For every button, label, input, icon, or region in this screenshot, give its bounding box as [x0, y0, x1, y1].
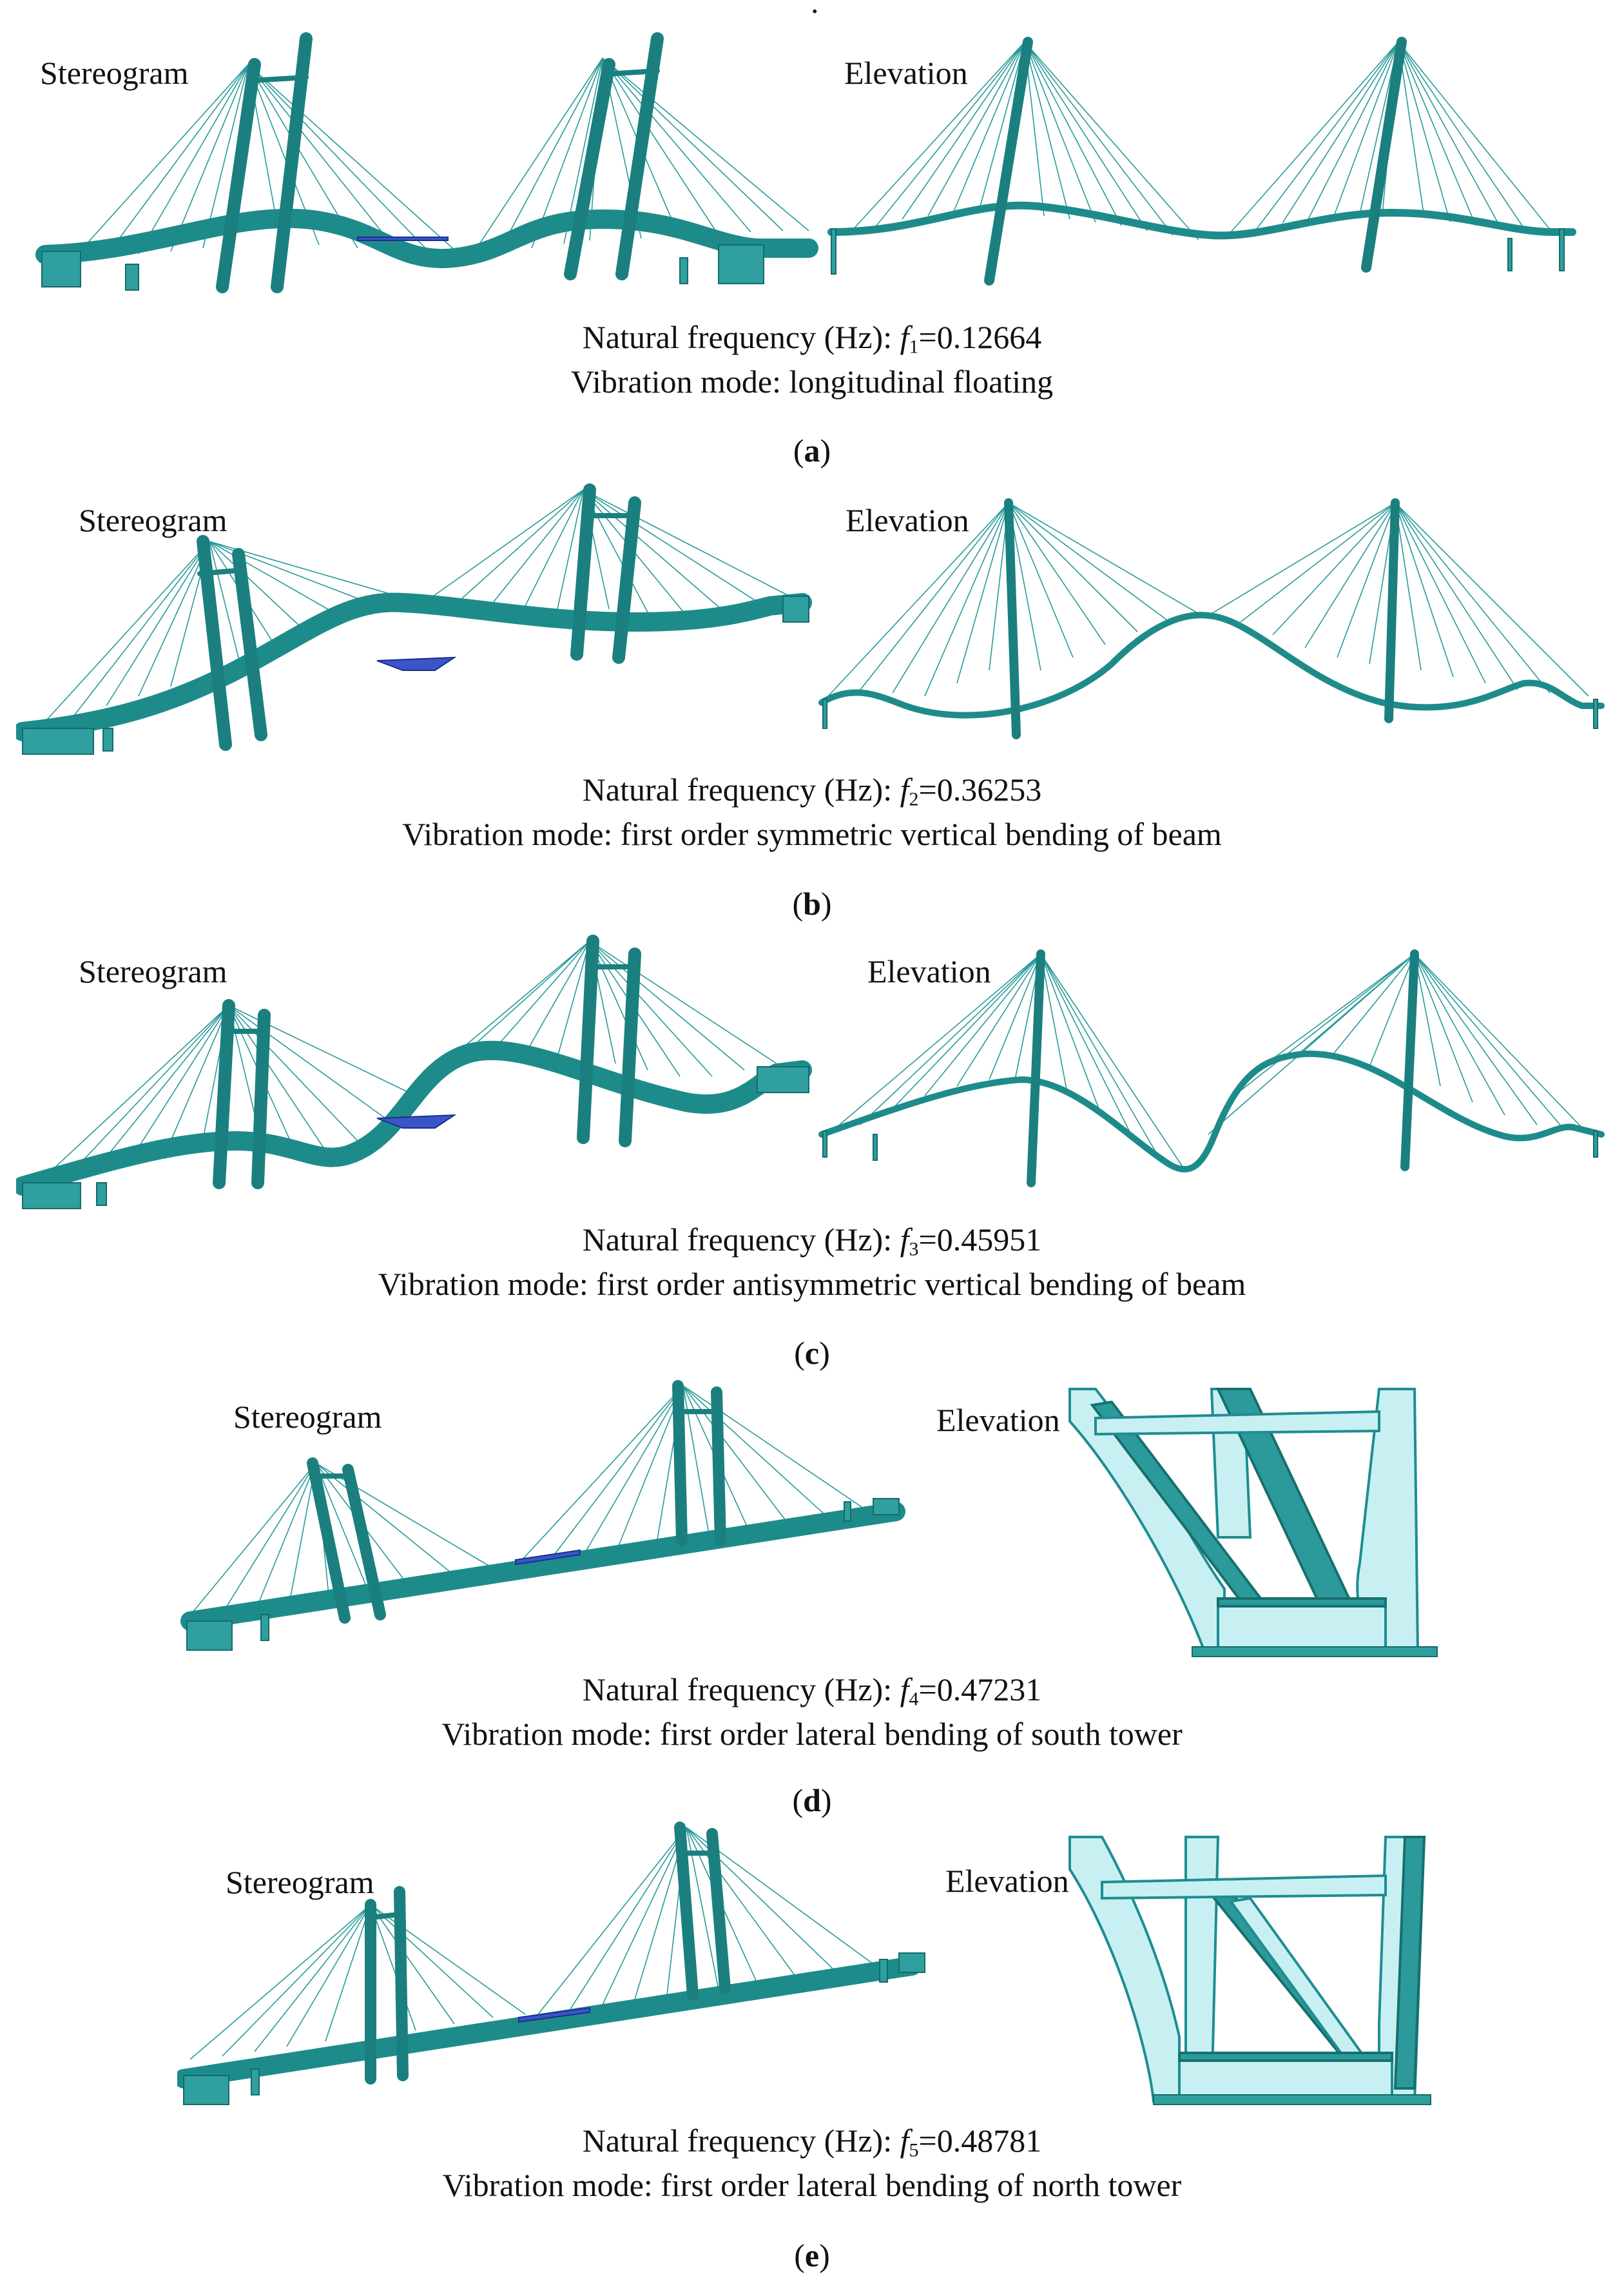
subfigure-label-b: (b): [792, 886, 832, 922]
base-d: [1192, 1646, 1438, 1657]
towers-e: [365, 1822, 731, 2085]
mode-line: Vibration mode: longitudinal floating: [570, 364, 1054, 400]
subfigure-label-c: (c): [794, 1335, 830, 1371]
stereogram-figure-c: [16, 935, 812, 1209]
frequency-line: Natural frequency (Hz): f5=0.48781: [582, 2123, 1042, 2161]
mode-line: Vibration mode: first order lateral bend…: [441, 1716, 1183, 1752]
elevation-label: Elevation: [846, 502, 969, 538]
deck-top-e: [1178, 2052, 1393, 2062]
mode-line: Vibration mode: first order lateral bend…: [442, 2167, 1182, 2203]
deflection-marker-d: [515, 1549, 581, 1566]
stereogram-figure-d: [180, 1380, 905, 1651]
piers-e: [183, 1952, 925, 2105]
towers-elev-a: [984, 37, 1407, 286]
stereogram-label: Stereogram: [79, 502, 227, 538]
mode-line: Vibration mode: first order antisymmetri…: [378, 1266, 1246, 1302]
towers-a: [216, 32, 664, 293]
deflection-marker-b: [376, 656, 457, 671]
stereogram-label: Stereogram: [233, 1399, 382, 1435]
deck-elev-b: [818, 612, 1605, 719]
caption-a: Natural frequency (Hz): f1=0.12664 Vibra…: [0, 316, 1624, 404]
crossbeam-e: [1101, 1874, 1387, 1900]
frequency-line: Natural frequency (Hz): f4=0.47231: [582, 1671, 1042, 1710]
piers-d: [186, 1498, 900, 1651]
elevation-label: Elevation: [844, 55, 968, 91]
subfigure-label-d: (d): [792, 1782, 832, 1818]
piers-elev-b: [822, 699, 1598, 729]
towers-elev-b: [1004, 498, 1400, 739]
elevation-label: Elevation: [936, 1402, 1060, 1438]
elevation-label: Elevation: [945, 1863, 1069, 1899]
elevation-figure-b: [818, 498, 1605, 739]
stay-cables-e: [189, 1827, 874, 2060]
elevation-figure-e: [1068, 1836, 1431, 2105]
towers-b: [197, 483, 641, 751]
elevation-figure-c: [818, 949, 1605, 1187]
stay-cables-elev-b: [827, 502, 1589, 697]
stereogram-label: Stereogram: [226, 1864, 374, 1900]
mode-line: Vibration mode: first order symmetric ve…: [402, 816, 1222, 852]
piers-a: [41, 244, 764, 291]
stereogram-label: Stereogram: [79, 953, 227, 989]
tower-leg-right-dark-e: [1393, 1836, 1426, 2090]
subfigure-label-e: (e): [794, 2237, 830, 2273]
elevation-figure-d: [1068, 1388, 1438, 1657]
stay-cables-c: [41, 940, 777, 1180]
piers-elev-c: [822, 1131, 1598, 1161]
deflection-marker-e: [518, 2007, 590, 2023]
deflection-marker-a: [357, 237, 449, 241]
deck-e: [177, 1956, 922, 2088]
deck-top-d: [1217, 1597, 1387, 1608]
stereogram-label: Stereogram: [40, 55, 189, 91]
caption-c: Natural frequency (Hz): f3=0.45951 Vibra…: [0, 1218, 1624, 1307]
caption-d: Natural frequency (Hz): f4=0.47231 Vibra…: [0, 1668, 1624, 1756]
frequency-line: Natural frequency (Hz): f3=0.45951: [582, 1221, 1042, 1260]
deck-b: [16, 592, 812, 741]
deck-elev-c: [818, 1050, 1605, 1173]
stereogram-figure-a: [35, 32, 818, 293]
stereogram-figure-e: [177, 1822, 925, 2105]
tower-leg-left-e: [1068, 1836, 1181, 2103]
piers-b: [22, 596, 809, 755]
deck-c: [16, 1040, 812, 1196]
stereogram-figure-b: [16, 483, 812, 755]
deck-d: [180, 1502, 905, 1631]
base-e: [1153, 2094, 1431, 2105]
frequency-line: Natural frequency (Hz): f2=0.36253: [582, 772, 1042, 810]
deck-a: [35, 208, 818, 269]
elevation-label: Elevation: [867, 953, 991, 989]
caption-e: Natural frequency (Hz): f5=0.48781 Vibra…: [0, 2119, 1624, 2208]
towers-elev-c: [1027, 949, 1419, 1187]
towers-d: [307, 1380, 726, 1624]
top-mark: .: [811, 0, 819, 20]
piers-elev-a: [831, 228, 1565, 275]
subfigure-label-a: (a): [793, 433, 831, 469]
towers-c: [213, 935, 641, 1189]
crossbeam-d: [1094, 1410, 1380, 1436]
deflection-marker-c: [376, 1114, 457, 1129]
piers-c: [22, 1066, 809, 1209]
stay-cables-elev-c: [827, 953, 1589, 1167]
elevation-figure-a: [827, 37, 1576, 286]
deck-elev-a: [827, 201, 1576, 240]
frequency-line: Natural frequency (Hz): f1=0.12664: [582, 319, 1042, 358]
caption-b: Natural frequency (Hz): f2=0.36253 Vibra…: [0, 768, 1624, 857]
